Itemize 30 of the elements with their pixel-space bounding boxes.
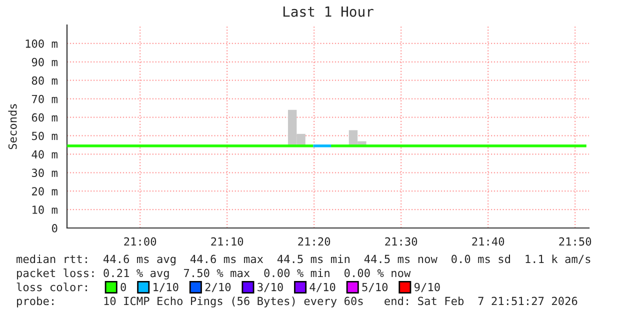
y-tick-label: 0 bbox=[52, 224, 58, 232]
y-tick-label: 100 m bbox=[26, 39, 58, 48]
y-tick-label: 70 m bbox=[32, 94, 58, 104]
y-tick-label: 40 m bbox=[32, 150, 58, 159]
text: packet loss: 0.21 % avg 7.50 % max 0.00 % min 0.00 % now bbox=[17, 268, 411, 280]
x-tick-label: 21:40 bbox=[472, 237, 504, 246]
legend-label: 1/10 bbox=[154, 282, 178, 292]
y-tick-label: 50 m bbox=[32, 132, 58, 140]
x-tick-label: 21:30 bbox=[385, 237, 418, 246]
legend-label: 0 bbox=[120, 282, 126, 292]
legend-title: loss color: bbox=[16, 282, 87, 292]
y-tick-label: 90 m bbox=[32, 58, 58, 66]
chart-title: Last 1 Hour bbox=[283, 6, 374, 17]
y-tick-label: 10 m bbox=[32, 206, 58, 214]
y-tick-label: 20 m bbox=[32, 187, 58, 196]
legend-label: 2/10 bbox=[205, 282, 231, 292]
text: median rtt: 44.6 ms avg 44.6 ms max 44.5 ms min 44.5 ms now 0.0 ms sd 1.1 k am/s bbox=[16, 254, 590, 266]
y-tick-label: 60 m bbox=[32, 113, 58, 122]
legend-label: 9/10 bbox=[414, 282, 440, 292]
legend-label: 5/10 bbox=[362, 282, 388, 292]
y-tick-label: 30 m bbox=[32, 168, 58, 178]
x-tick-label: 21:20 bbox=[298, 237, 330, 246]
text: probe: 10 ICMP Echo Pings (56 Bytes) every 60s end: Sat Feb 7 21:51:27 2026 bbox=[17, 296, 578, 308]
y-axis-title: Seconds bbox=[8, 104, 17, 150]
x-tick-label: 21:50 bbox=[559, 237, 592, 246]
y-tick-label: 80 m bbox=[32, 76, 58, 85]
x-tick-label: 21:00 bbox=[124, 237, 156, 246]
x-tick-label: 21:10 bbox=[211, 237, 244, 246]
legend-label: 4/10 bbox=[310, 282, 336, 292]
legend-label: 3/10 bbox=[258, 282, 283, 292]
